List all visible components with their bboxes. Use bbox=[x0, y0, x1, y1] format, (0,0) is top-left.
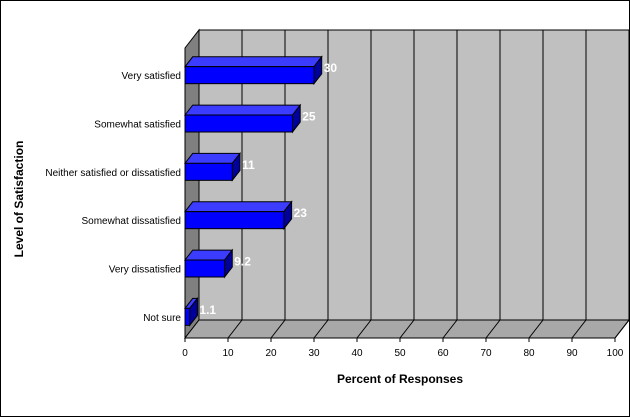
value-labels: 30 25 11 23 9.2 1.1 bbox=[199, 61, 337, 317]
x-tick-label: 20 bbox=[265, 348, 277, 359]
value-label: 25 bbox=[302, 110, 316, 124]
x-tick-label: 10 bbox=[222, 348, 234, 359]
bars bbox=[183, 55, 323, 327]
bar bbox=[183, 248, 234, 279]
floor-gridline bbox=[227, 319, 243, 339]
floor-gridline bbox=[399, 319, 415, 339]
floor-gridline bbox=[313, 319, 329, 339]
x-tick-label: 60 bbox=[437, 348, 449, 359]
x-axis-ticks: 0 10 20 30 40 50 60 70 80 90 100 bbox=[182, 337, 624, 359]
bar bbox=[183, 200, 293, 231]
value-label: 23 bbox=[294, 206, 308, 220]
bar-face bbox=[184, 211, 285, 230]
bar-top bbox=[183, 152, 242, 164]
category-label: Not sure bbox=[143, 313, 181, 324]
bar-face bbox=[184, 259, 226, 278]
floor-gridline bbox=[442, 319, 458, 339]
x-tick-label: 70 bbox=[480, 348, 492, 359]
floor-gridline bbox=[356, 319, 372, 339]
bar-face bbox=[184, 307, 191, 326]
bar bbox=[183, 296, 199, 327]
floor-gridline bbox=[270, 319, 286, 339]
value-label: 11 bbox=[242, 158, 255, 172]
bar bbox=[183, 103, 302, 134]
x-tick-label: 80 bbox=[523, 348, 535, 359]
x-tick-label: 30 bbox=[308, 348, 320, 359]
bar bbox=[183, 55, 323, 86]
floor-gridline bbox=[571, 319, 587, 339]
x-tick-label: 0 bbox=[182, 348, 188, 359]
x-tick-label: 100 bbox=[607, 348, 624, 359]
bar-face bbox=[184, 114, 293, 133]
bar-face bbox=[184, 162, 233, 181]
category-label: Very dissatisfied bbox=[109, 265, 181, 276]
floor-gridline bbox=[528, 319, 544, 339]
x-tick-label: 90 bbox=[566, 348, 578, 359]
category-label: Very satisfied bbox=[122, 71, 181, 82]
floor-gridline bbox=[614, 319, 629, 339]
bar bbox=[183, 151, 242, 182]
y-axis-title: Level of Satisfaction bbox=[12, 141, 26, 258]
category-labels: Very satisfied Somewhat satisfied Neither … bbox=[45, 71, 181, 324]
x-axis-title: Percent of Responses bbox=[337, 372, 463, 386]
category-label: Somewhat satisfied bbox=[94, 120, 181, 131]
category-label: Neither satisfied or dissatisfied bbox=[45, 168, 181, 179]
floor-gridline bbox=[485, 319, 501, 339]
gridlines bbox=[227, 30, 629, 339]
value-label: 9.2 bbox=[234, 255, 251, 269]
bar-top bbox=[183, 104, 302, 116]
x-tick-label: 50 bbox=[394, 348, 406, 359]
value-label: 30 bbox=[324, 61, 338, 75]
value-label: 1.1 bbox=[199, 303, 216, 317]
category-label: Somewhat dissatisfied bbox=[82, 216, 182, 227]
bar-top bbox=[183, 56, 323, 68]
bar-face bbox=[184, 66, 315, 85]
bar-top bbox=[183, 201, 293, 213]
x-tick-label: 40 bbox=[351, 348, 363, 359]
